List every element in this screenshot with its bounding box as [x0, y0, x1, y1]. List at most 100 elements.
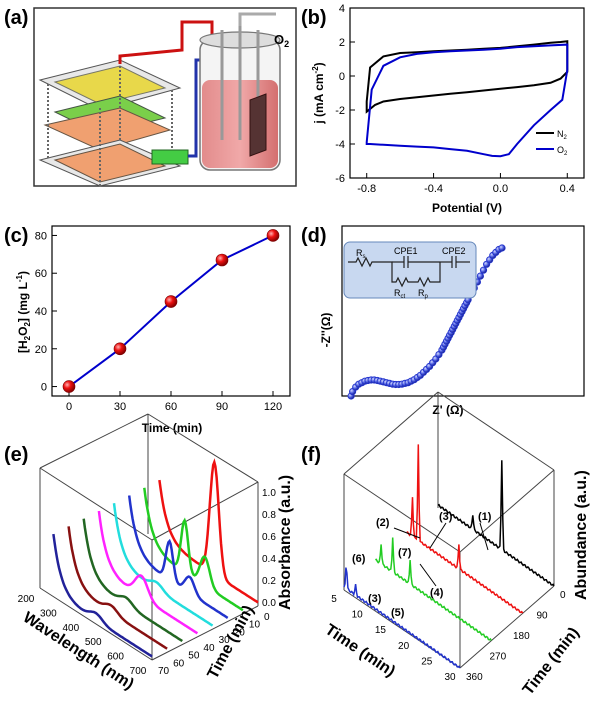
stacked-cell-device	[38, 59, 189, 187]
b-y-tick-label: 0	[339, 71, 345, 83]
b-y-tick-label: -2	[335, 105, 345, 117]
e-x-tick-label: 500	[85, 637, 102, 648]
b-x-tick-label: 0.4	[560, 183, 575, 195]
e-spectrum-curve	[158, 458, 259, 604]
b-legend-n2: N2	[557, 129, 568, 141]
e-z-tick-label: 50	[188, 651, 200, 662]
e-x-tick-label: 700	[130, 666, 147, 677]
c-y-tick-label: 0	[41, 382, 47, 394]
e-y-tick-label: 0.2	[262, 576, 276, 587]
panel-label-a: (a)	[4, 7, 28, 29]
f-annot-5: (5)	[391, 607, 405, 619]
f-chromatogram-curve	[437, 460, 555, 587]
e-spectrum-curve	[67, 526, 168, 650]
c-y-tick-label: 40	[35, 306, 47, 318]
e-z-tick-label: 60	[173, 658, 185, 669]
plot-frame-b	[349, 7, 585, 179]
f-x-tick-label: 5	[331, 594, 337, 605]
f-annotations: (1) (2) (3) (3) (4) (5) (6) (7)	[352, 511, 492, 619]
e-curves	[52, 458, 259, 658]
e-z-tick-label: 30	[219, 635, 231, 646]
f-x-tick-label: 20	[398, 641, 410, 652]
c-y-tick-label: 20	[35, 344, 47, 356]
b-legend: N2 O2	[536, 129, 568, 157]
panel-label-d: (d)	[301, 225, 327, 247]
c-y-label: [H2O2] (mg L-1)	[15, 271, 32, 353]
f-chromatogram-curve	[343, 567, 461, 669]
e-x-tick-label: 400	[62, 623, 79, 634]
b-y-label: j (mA cm-2)	[311, 62, 326, 124]
f-annot-7: (7)	[398, 547, 412, 559]
b-y-tick-label: 2	[339, 37, 345, 49]
d-data-point	[479, 266, 488, 274]
b-series-o2	[365, 43, 569, 158]
red-wire	[118, 20, 214, 64]
d-y-label: -Z''(Ω)	[319, 313, 333, 348]
c-data-point	[266, 229, 280, 242]
inset-cpe2: CPE2	[442, 246, 466, 256]
c-x-label: Time (min)	[142, 421, 202, 435]
e-x-tick-label: 200	[18, 594, 35, 605]
e-z-tick-label: 10	[249, 620, 261, 631]
e-x-ticks: 200 300 400 500 600 700	[18, 594, 147, 677]
f-chromatogram-curve	[375, 537, 492, 641]
e-y-tick-label: 0.8	[262, 510, 276, 521]
f-x-tick-label: 15	[375, 625, 387, 636]
c-x-tick-label: 120	[264, 401, 282, 413]
b-x-tick-label: -0.4	[424, 183, 443, 195]
f-x-tick-label: 10	[352, 610, 364, 621]
panel-label-f: (f)	[301, 444, 321, 466]
e-y-ticks: 0.0 0.2 0.4 0.6 0.8 1.0	[262, 488, 276, 609]
f-x-ticks: 5 10 15 20 25 30	[331, 594, 456, 683]
e-spectrum-curve	[82, 518, 183, 643]
f-y-label: Abundance (a.u.)	[573, 470, 590, 600]
c-data-point	[215, 253, 229, 267]
d-points	[347, 244, 506, 400]
f-x-tick-label: 30	[444, 672, 456, 683]
f-annot-4: (4)	[430, 587, 444, 599]
b-series-n2	[365, 40, 569, 114]
b-y-tick-label: -6	[335, 173, 345, 185]
f-annot-3a: (3)	[439, 511, 453, 523]
e-z-tick-label: 0	[264, 612, 270, 623]
f-annot-2: (2)	[376, 517, 390, 529]
inset-cpe1: CPE1	[394, 246, 418, 256]
f-z-tick-label: 360	[466, 672, 483, 683]
e-y-tick-label: 0.6	[262, 532, 276, 543]
plot-frame-d	[341, 225, 585, 397]
f-curves	[343, 444, 555, 669]
e-z-tick-label: 20	[234, 627, 246, 638]
b-x-label: Potential (V)	[432, 201, 502, 215]
panel-label-c: (c)	[4, 225, 28, 247]
inset-rct: Rct	[394, 288, 406, 300]
c-data-point	[113, 342, 127, 356]
d-data-point	[476, 272, 484, 280]
b-legend-o2: O2	[557, 145, 568, 157]
panel-f-chart: 5 10 15 20 25 30 0 90 180 270 360 (1) (2) (3) (3)…	[322, 391, 590, 698]
panel-a-illustration: O2	[33, 7, 297, 187]
panel-d-chart: Rs CPE1 CPE2 Rct Rp Z' (Ω) -Z''(Ω)	[319, 225, 585, 417]
f-z-tick-label: 270	[490, 652, 507, 663]
panel-c-chart: 0 30 60 90 120 0 20 40 60 80 Time (min) [H2O2] (…	[15, 225, 291, 435]
panel-b-chart: -0.8 -0.4 0.0 0.4 -6 -4 -2 0 2 4 Potential (V) j…	[311, 3, 585, 215]
panel-label-e: (e)	[4, 444, 28, 466]
inset-rs: Rs	[356, 248, 366, 260]
f-annot-3b: (3)	[368, 593, 382, 605]
c-series-line	[68, 234, 274, 388]
c-x-tick-label: 90	[216, 401, 228, 413]
b-x-tick-label: 0.0	[493, 183, 508, 195]
e-z-tick-label: 40	[203, 643, 215, 654]
beaker	[199, 12, 281, 171]
c-x-tick-label: 60	[165, 401, 177, 413]
c-x-tick-label: 0	[66, 401, 72, 413]
d-x-label: Z' (Ω)	[432, 403, 463, 417]
d-inset-circuit: Rs CPE1 CPE2 Rct Rp	[343, 241, 477, 300]
c-y-tick-label: 60	[35, 268, 47, 280]
e-spectrum-curve	[127, 495, 229, 619]
e-spectrum-curve	[97, 510, 199, 635]
e-spectrum-curve	[112, 503, 214, 627]
c-x-tick-label: 30	[114, 401, 126, 413]
e-spectrum-curve	[143, 487, 244, 612]
